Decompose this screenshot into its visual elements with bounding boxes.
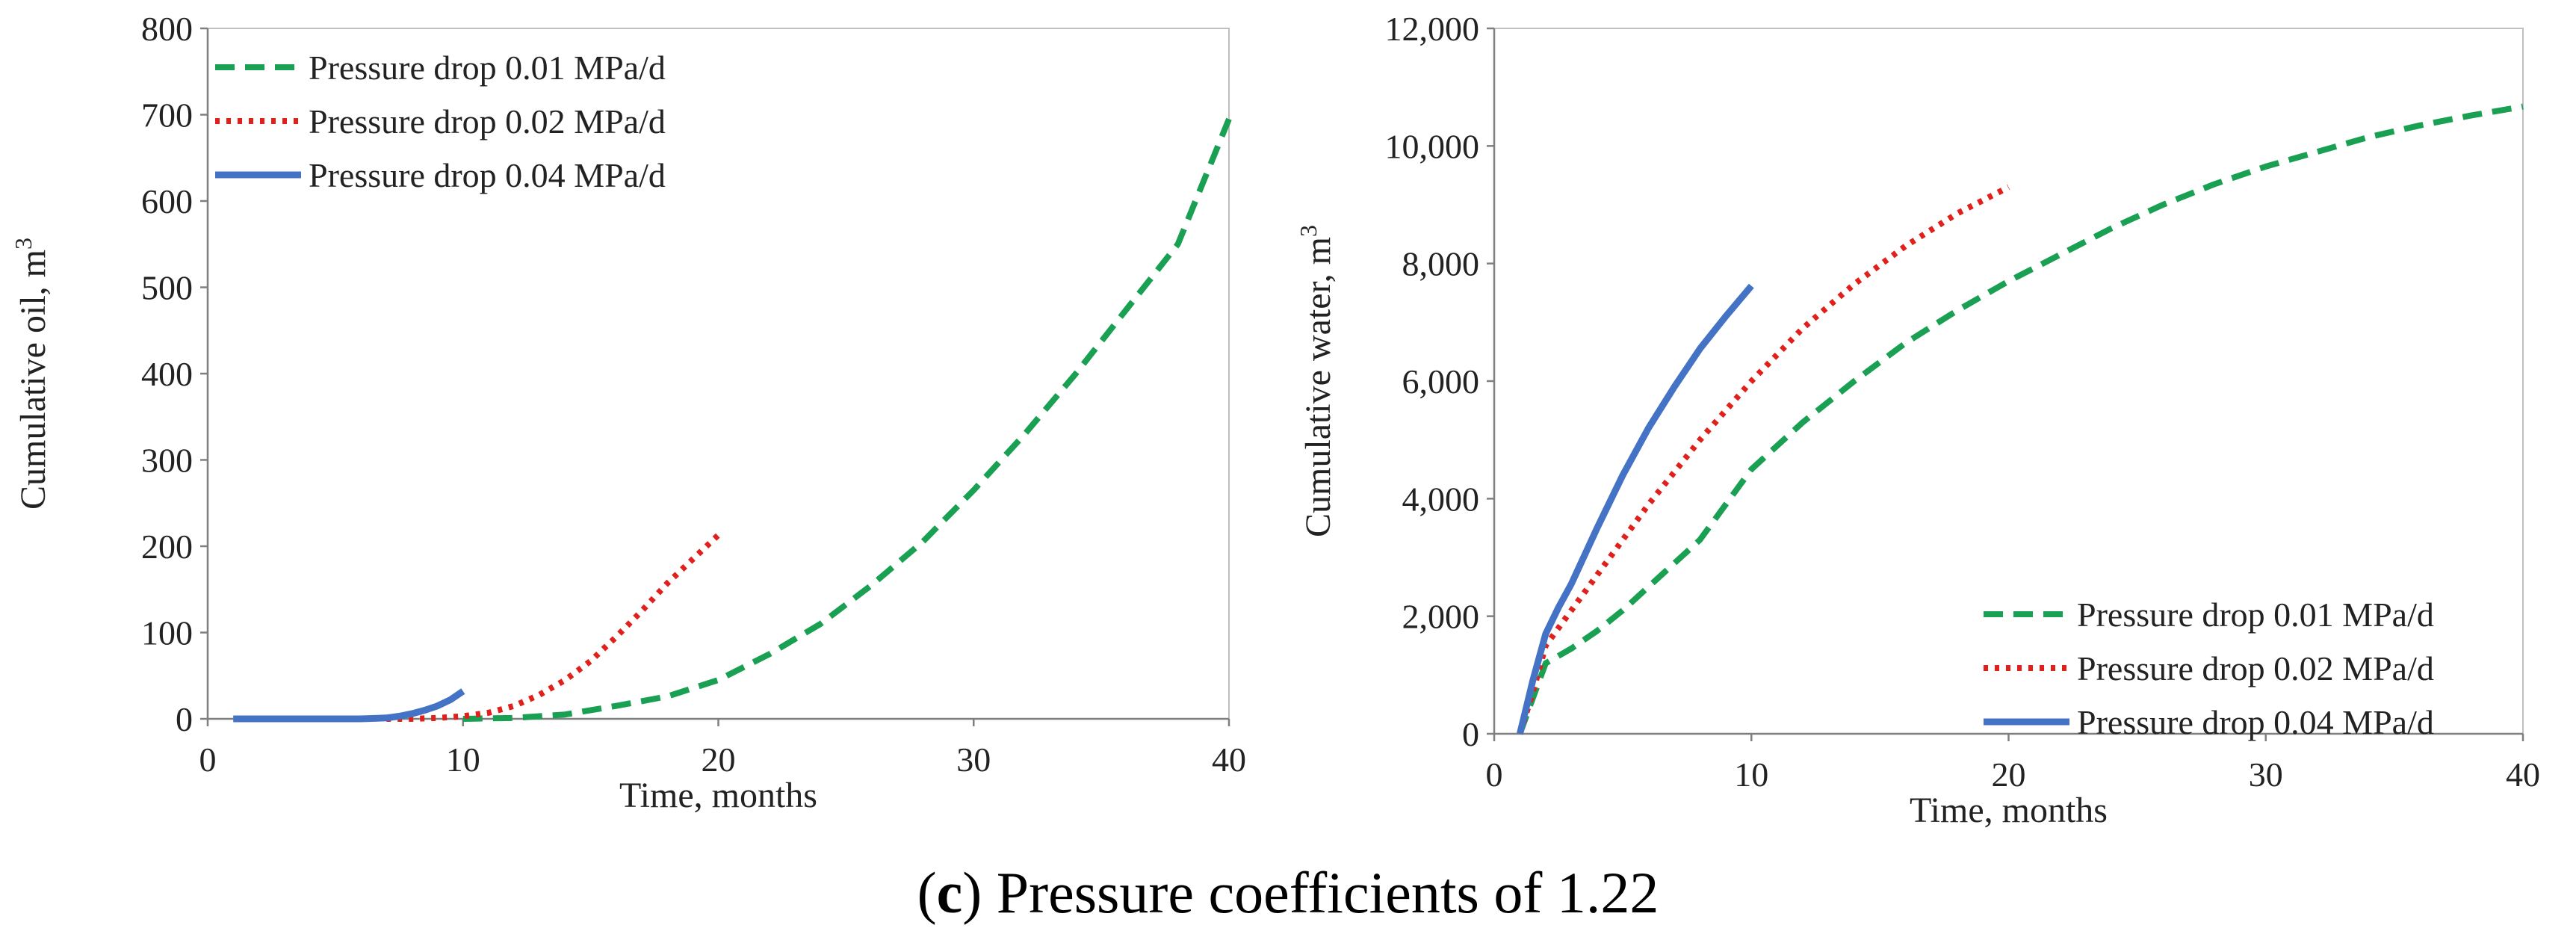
- y-tick-label: 400: [141, 355, 193, 393]
- x-tick-label: 20: [702, 741, 736, 779]
- cumulative-oil-chart: 0 100 200 300 400 500 600 700 800 0 10 20 30 40 Time, …: [10, 10, 1246, 815]
- y-tick-label: 100: [141, 614, 193, 652]
- water-series: [1517, 103, 2524, 735]
- y-tick-label: 8,000: [1402, 245, 1480, 283]
- series-line-3: [1517, 283, 1754, 735]
- y-tick-label: 700: [141, 96, 193, 135]
- y-tick-label: 200: [141, 528, 193, 566]
- x-tick-label: 20: [1992, 755, 2026, 794]
- legend-label-3: Pressure drop 0.04 MPa/d: [309, 156, 666, 194]
- y-tick-label: 300: [141, 442, 193, 480]
- series-line-3: [233, 688, 465, 723]
- y-axis-label: Cumulative oil, m3: [10, 238, 53, 510]
- y-tick-label: 12,000: [1385, 10, 1480, 48]
- legend-label-3: Pressure drop 0.04 MPa/d: [2077, 703, 2434, 741]
- x-tick-label: 0: [1486, 755, 1503, 794]
- y-tick-label: 2,000: [1402, 598, 1480, 636]
- legend-label-2: Pressure drop 0.02 MPa/d: [309, 102, 666, 140]
- x-tick-label: 10: [1734, 755, 1768, 794]
- series-line-1: [1517, 103, 2524, 735]
- y-tick-label: 800: [141, 10, 193, 48]
- x-tick-label: 0: [199, 741, 217, 779]
- caption-label: c: [936, 860, 963, 925]
- y-tick-label: 6,000: [1402, 362, 1480, 401]
- caption-text: Pressure coefficients of 1.22: [996, 860, 1659, 925]
- oil-series: [233, 117, 1232, 723]
- y-tick-label: 0: [1462, 715, 1479, 753]
- series-line-1: [462, 117, 1232, 722]
- cumulative-water-chart: 0 2,000 4,000 6,000 8,000 10,000 12,000 0 10 20 30…: [1295, 10, 2540, 830]
- y-tick-label: 500: [141, 269, 193, 307]
- legend-label-1: Pressure drop 0.01 MPa/d: [2077, 596, 2434, 634]
- water-legend: Pressure drop 0.01 MPa/d Pressure drop 0.…: [1984, 596, 2434, 741]
- x-tick-label: 40: [2506, 755, 2540, 794]
- oil-axes: 0 100 200 300 400 500 600 700 800 0 10 20 30 40 Time, …: [10, 10, 1246, 815]
- x-axis-label: Time, months: [1910, 791, 2108, 830]
- y-tick-label: 0: [176, 700, 193, 738]
- oil-legend: Pressure drop 0.01 MPa/d Pressure drop 0.…: [215, 49, 666, 194]
- x-axis-label: Time, months: [619, 776, 817, 815]
- x-tick-label: 40: [1212, 741, 1246, 779]
- x-tick-label: 30: [2249, 755, 2283, 794]
- y-axis-label: Cumulative water, m3: [1295, 225, 1338, 537]
- water-axes: 0 2,000 4,000 6,000 8,000 10,000 12,000 0 10 20 30…: [1295, 10, 2540, 830]
- y-tick-label: 10,000: [1385, 127, 1480, 165]
- x-tick-label: 10: [446, 741, 480, 779]
- y-tick-label: 600: [141, 182, 193, 220]
- legend-label-2: Pressure drop 0.02 MPa/d: [2077, 649, 2434, 687]
- figure-caption: (c) Pressure coefficients of 1.22: [917, 860, 1659, 925]
- legend-label-1: Pressure drop 0.01 MPa/d: [309, 49, 666, 87]
- series-line-2: [386, 533, 721, 722]
- y-tick-label: 4,000: [1402, 480, 1480, 518]
- x-tick-label: 30: [956, 741, 991, 779]
